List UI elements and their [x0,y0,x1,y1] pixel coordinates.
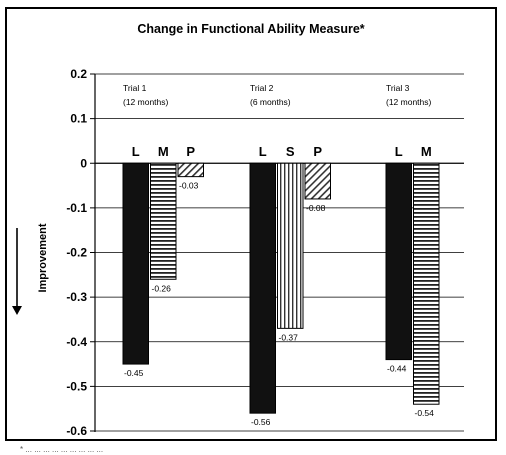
bar-value-label: -0.56 [251,417,271,427]
y-tick-label: 0.1 [70,112,87,126]
y-tick-labels: 0.2 0.1 0 -0.1 -0.2 -0.3 -0.4 -0.5 -0.6 [66,67,87,438]
bar-series-label: L [395,144,403,159]
y-tick-label: -0.6 [66,424,87,438]
y-tick-label: 0.2 [70,67,87,81]
bar-series-label: M [158,144,169,159]
bar-series-label: L [259,144,267,159]
group-duration: (12 months) [123,97,169,107]
bar-series-label: M [421,144,432,159]
bar [304,162,331,200]
bar [277,162,304,329]
bar [385,162,412,361]
bar-value-label: -0.08 [306,203,326,213]
bar [249,162,276,414]
bar-value-label: -0.54 [415,408,435,418]
bar-series-label: L [132,144,140,159]
bar-series-label: S [286,144,295,159]
bar-value-label: -0.37 [279,332,299,342]
bar [122,162,149,365]
group-name: Trial 3 [386,83,410,93]
bar-value-label: -0.26 [152,283,172,293]
y-tick-label: -0.1 [66,201,87,215]
group-labels: Trial 1 (12 months) Trial 2 (6 months) Trial… [123,83,432,107]
bar-series-label: P [313,144,322,159]
y-tick-label: -0.4 [66,335,87,349]
group-duration: (6 months) [250,97,291,107]
value-labels: -0.45 -0.26 -0.03 -0.56 -0.37 -0.08 -0.44 -0.54 [124,181,434,428]
y-tick-label: 0 [80,156,87,170]
y-tick-label: -0.5 [66,379,87,393]
y-axis-label: Improvement [37,223,49,292]
bar [413,162,440,405]
bar-value-label: -0.44 [387,364,407,374]
bar-value-label: -0.45 [124,368,144,378]
group-name: Trial 2 [250,83,274,93]
bar-series-label: P [186,144,195,159]
bar-value-label: -0.03 [179,181,199,191]
bar [177,162,204,178]
group-name: Trial 1 [123,83,147,93]
y-tick-label: -0.3 [66,290,87,304]
bar [150,162,177,280]
y-tick-label: -0.2 [66,246,87,260]
chart-title: Change in Functional Ability Measure* [137,22,364,36]
footnote: * ... ... ... ... ... ... ... ... ... [20,445,103,454]
group-duration: (12 months) [386,97,432,107]
down-arrow-icon [12,228,22,315]
bars [122,162,440,414]
